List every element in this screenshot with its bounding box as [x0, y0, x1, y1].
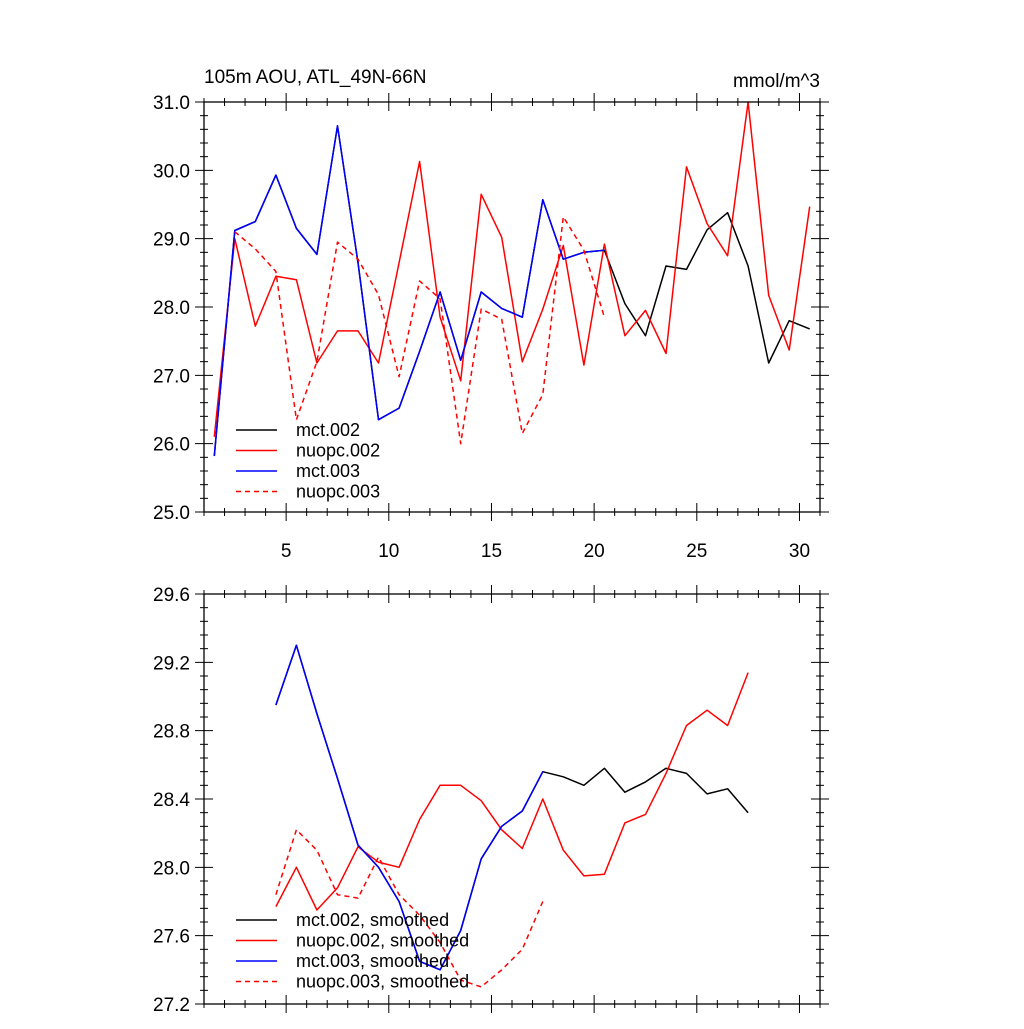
top-legend-label: mct.002 [296, 420, 360, 440]
top-x-tick-label: 25 [686, 541, 707, 562]
bottom-y-tick-label: 29.2 [153, 653, 190, 674]
bottom-legend-label: nuopc.003, smoothed [296, 972, 469, 992]
top-panel-title: 105m AOU, ATL_49N-66N [204, 67, 426, 88]
bottom-y-tick-label: 27.6 [153, 927, 190, 948]
bottom-y-tick-label: 29.6 [153, 585, 190, 606]
bottom-legend-label: nuopc.002, smoothed [296, 931, 469, 951]
top-x-tick-label: 15 [481, 541, 502, 562]
bottom-y-tick-label: 28.8 [153, 722, 190, 743]
top-legend-label: mct.003 [296, 461, 360, 481]
bottom-y-tick-label: 27.2 [153, 995, 190, 1016]
top-y-tick-label: 28.0 [153, 298, 190, 319]
top-y-tick-label: 30.0 [153, 161, 190, 182]
bottom-legend-label: mct.002, smoothed [296, 910, 449, 930]
top-y-tick-label: 27.0 [153, 366, 190, 387]
top-x-tick-label: 10 [378, 541, 399, 562]
top-y-tick-label: 29.0 [153, 230, 190, 251]
top-y-tick-label: 31.0 [153, 93, 190, 114]
top-legend-label: nuopc.002 [296, 441, 380, 461]
bottom-y-tick-label: 28.0 [153, 858, 190, 879]
top-y-tick-label: 26.0 [153, 435, 190, 456]
bottom-y-tick-label: 28.4 [153, 790, 190, 811]
top-x-tick-label: 20 [584, 541, 605, 562]
bottom-legend-label: mct.003, smoothed [296, 951, 449, 971]
top-legend-label: nuopc.003 [296, 482, 380, 502]
top-panel-units: mmol/m^3 [733, 71, 820, 92]
top-x-tick-label: 30 [789, 541, 810, 562]
top-y-tick-label: 25.0 [153, 503, 190, 524]
top-x-tick-label: 5 [281, 541, 292, 562]
